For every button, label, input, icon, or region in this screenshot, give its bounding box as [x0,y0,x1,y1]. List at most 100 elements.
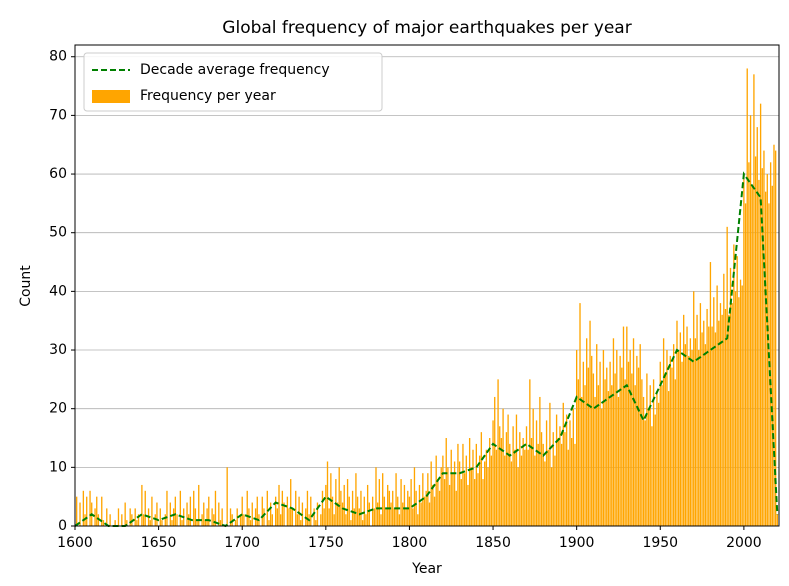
bar [114,520,116,526]
bar [423,496,426,526]
bar [470,467,472,526]
bar [246,490,248,526]
bar [109,514,111,526]
bar [723,273,725,526]
bar [276,508,279,526]
bar [764,191,767,526]
bar [699,303,702,526]
y-tick-label: 0 [58,518,67,534]
bar [420,502,422,526]
bar [529,379,531,526]
bar [636,355,638,526]
bar [606,367,608,526]
y-axis-label: Count [18,265,34,307]
bar [172,508,175,526]
bar [656,391,658,526]
bar [79,502,81,526]
x-tick-label: 1800 [392,535,428,551]
bar [345,514,347,526]
bar [604,379,606,526]
bar [661,385,663,526]
bar [280,514,282,526]
bar [694,338,697,526]
x-axis-label: Year [411,561,442,577]
bar [263,508,265,526]
bar [739,279,742,526]
x-tick-label: 1650 [141,535,177,551]
bar [341,502,344,526]
bar [86,496,88,526]
bar [438,490,441,526]
bar [239,514,242,526]
x-tick-label: 1750 [308,535,344,551]
bar [565,414,568,526]
bar [674,379,676,526]
bar [241,496,243,526]
legend-box [83,52,383,112]
bar [121,514,123,526]
bar [124,502,126,526]
bar [688,355,690,526]
bar [402,502,404,526]
bar [393,508,396,526]
bar [76,496,78,526]
bar [569,420,571,526]
bar [537,443,539,526]
bar [351,490,354,526]
bar [515,414,518,526]
bar [136,520,138,526]
bar [502,408,504,526]
bar [517,467,519,526]
bar [472,449,474,526]
bar [340,490,342,526]
bar [479,455,481,526]
bar [189,496,192,526]
bar [484,461,486,526]
bar [101,496,103,526]
bar [519,432,521,526]
bar [203,502,205,526]
bar [534,455,536,526]
bar [564,432,566,526]
y-tick-label: 80 [49,49,67,65]
bar [514,449,516,526]
bar [594,396,596,526]
bar [126,520,128,526]
legend-label: Decade average frequency [140,62,330,78]
bar [176,514,178,526]
bar [549,402,551,526]
bar [286,496,289,526]
bar [706,308,708,526]
bar [759,103,762,526]
bar [249,520,252,526]
bar [281,490,284,526]
bar [632,338,635,526]
bar [522,438,524,526]
legend-label: Frequency per year [140,88,276,104]
bar [166,490,168,526]
bar [462,443,464,526]
bar [771,185,773,526]
bar [579,303,581,526]
bar [201,514,203,526]
bar [634,385,636,526]
bar [649,385,651,526]
bar [647,408,650,526]
bar [552,432,554,526]
bar [601,408,603,526]
bar [761,168,763,526]
bar [562,402,564,526]
bar [338,467,340,526]
bar [726,226,728,526]
bar [704,344,707,526]
bar [159,508,161,526]
bar [741,285,743,526]
bar [380,514,382,526]
bar [667,391,670,526]
bar [748,162,750,526]
bar [336,502,339,526]
bar [475,443,477,526]
bar [385,508,387,526]
bar [776,514,778,526]
